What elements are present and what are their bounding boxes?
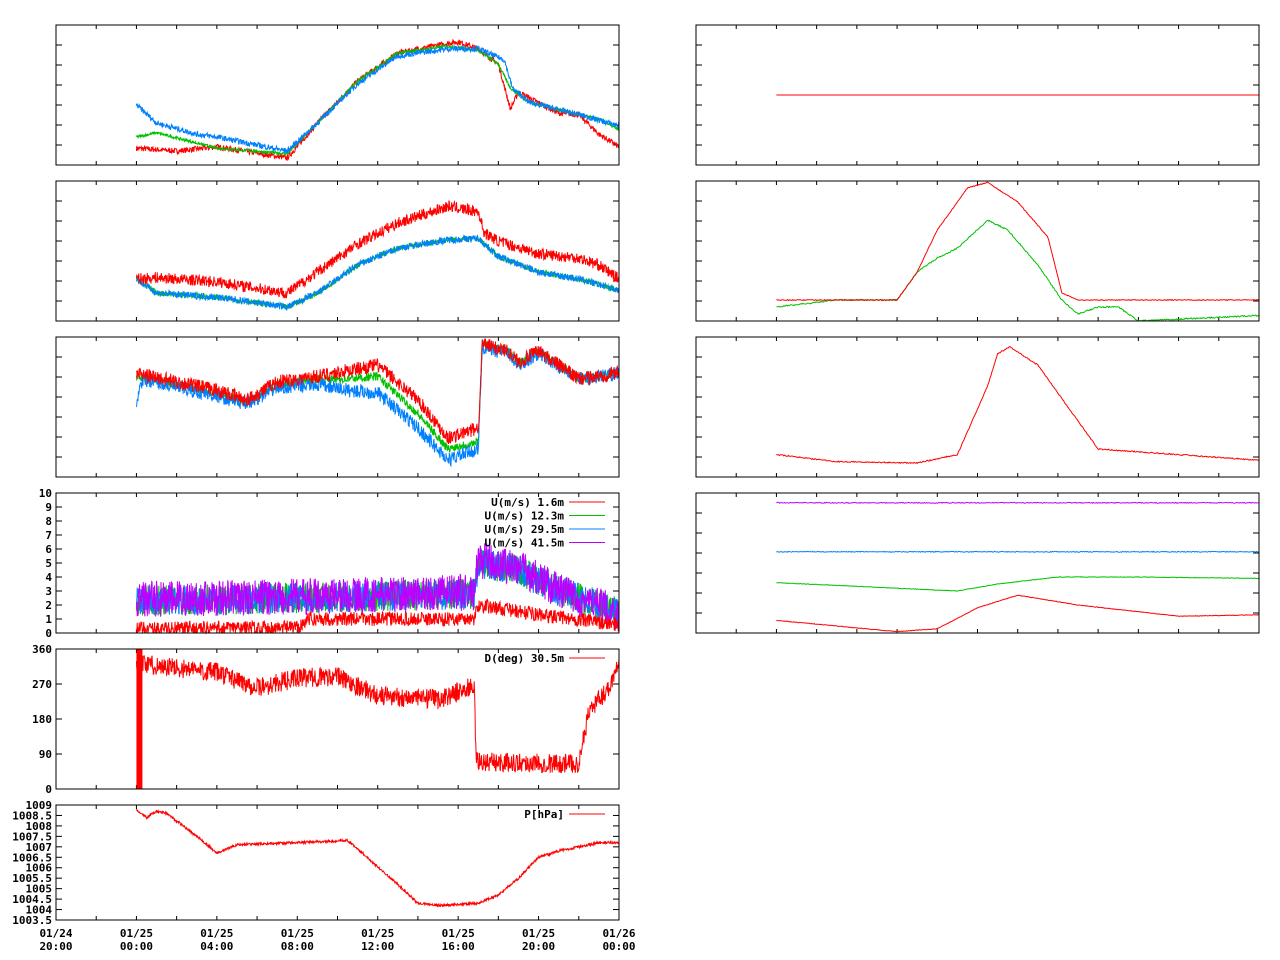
series-red xyxy=(135,38,620,162)
series-blue xyxy=(135,549,620,626)
x-tick-label-time: 20:00 xyxy=(522,940,555,953)
y-tick-label: 1003.5 xyxy=(12,914,52,927)
y-tick-label: 8 xyxy=(45,515,52,528)
y-tick-label: 1004.5 xyxy=(12,893,52,906)
y-tick-label: 3 xyxy=(45,585,52,598)
plot-frame xyxy=(695,336,1260,478)
y-tick-label: 90 xyxy=(39,748,52,761)
series-red xyxy=(135,338,620,445)
plot-frame xyxy=(55,492,620,634)
legend-label: U(m/s) 12.3m xyxy=(485,510,565,523)
series-red xyxy=(776,345,1260,465)
panel-r2 xyxy=(695,180,1260,322)
series-red xyxy=(776,181,1260,302)
plot-frame xyxy=(55,24,620,166)
series-blue xyxy=(776,550,1260,553)
y-tick-label: 0 xyxy=(45,627,52,640)
x-tick-label-date: 01/26 xyxy=(602,927,635,940)
x-tick-label-time: 00:00 xyxy=(120,940,153,953)
x-tick-label-date: 01/25 xyxy=(361,927,394,940)
plot-frame xyxy=(55,804,620,921)
series-red xyxy=(776,594,1260,633)
y-tick-label: 1007.5 xyxy=(12,830,52,843)
y-tick-label: 1008 xyxy=(26,820,53,833)
series-green xyxy=(776,576,1260,592)
x-tick-label-time: 12:00 xyxy=(361,940,394,953)
y-tick-label: 7 xyxy=(45,529,52,542)
plot-frame xyxy=(695,24,1260,166)
series-purple xyxy=(776,501,1260,504)
y-tick-label: 1005.5 xyxy=(12,872,52,885)
x-tick-label-date: 01/25 xyxy=(120,927,153,940)
y-tick-label: 1009 xyxy=(26,799,53,812)
legend-label: U(m/s) 29.5m xyxy=(485,523,565,536)
panel-l1 xyxy=(55,24,620,166)
series-red xyxy=(135,809,620,908)
y-tick-label: 1006.5 xyxy=(12,851,52,864)
series-red xyxy=(135,199,620,299)
x-tick-label-date: 01/25 xyxy=(522,927,555,940)
y-tick-label: 2 xyxy=(45,599,52,612)
x-tick-label-time: 16:00 xyxy=(442,940,475,953)
y-tick-label: 10 xyxy=(39,487,52,500)
y-tick-label: 5 xyxy=(45,557,52,570)
x-tick-label-time: 00:00 xyxy=(602,940,635,953)
panel-l5: 0 90 180 270 360 D(deg) 30.5m xyxy=(32,643,620,796)
plot-frame xyxy=(55,180,620,322)
x-tick-label-time: 08:00 xyxy=(281,940,314,953)
x-tick-label-date: 01/25 xyxy=(281,927,314,940)
plot-frame xyxy=(55,336,620,478)
panel-l3 xyxy=(55,336,620,478)
panel-l2 xyxy=(55,180,620,322)
series-green xyxy=(776,219,1260,322)
panel-r3 xyxy=(695,336,1260,478)
series-red xyxy=(135,598,620,635)
y-tick-label: 0 xyxy=(45,783,52,796)
plot-frame xyxy=(695,180,1260,322)
series-red-wrap-band xyxy=(136,649,143,789)
x-tick-label-date: 01/24 xyxy=(39,927,72,940)
legend-label: D(deg) 30.5m xyxy=(485,652,565,665)
panel-r1 xyxy=(695,24,1260,166)
y-tick-label: 6 xyxy=(45,543,52,556)
y-tick-label: 1005 xyxy=(26,883,53,896)
y-tick-label: 360 xyxy=(32,643,52,656)
y-tick-label: 9 xyxy=(45,501,52,514)
y-tick-label: 4 xyxy=(45,571,52,584)
series-purple xyxy=(135,543,620,630)
panel-l6: 1003.510041004.510051005.510061006.51007… xyxy=(12,799,620,927)
y-tick-label: 1008.5 xyxy=(12,809,52,822)
legend-label: U(m/s) 41.5m xyxy=(485,537,565,550)
legend-label: U(m/s) 1.6m xyxy=(491,496,564,509)
x-tick-label-date: 01/25 xyxy=(200,927,233,940)
plot-frame xyxy=(695,492,1260,634)
plot-frame xyxy=(55,648,620,790)
y-tick-label: 1 xyxy=(45,613,52,626)
series-blue xyxy=(135,44,620,155)
y-tick-label: 180 xyxy=(32,713,52,726)
y-tick-label: 1004 xyxy=(26,904,53,917)
y-tick-label: 1006 xyxy=(26,862,53,875)
series-red xyxy=(135,654,620,774)
x-tick-label-date: 01/25 xyxy=(442,927,475,940)
panel-r4 xyxy=(695,492,1260,634)
series-blue xyxy=(135,233,620,311)
x-tick-label-time: 04:00 xyxy=(200,940,233,953)
x-tick-label-time: 20:00 xyxy=(39,940,72,953)
series-green xyxy=(135,43,620,157)
y-tick-label: 1007 xyxy=(26,841,53,854)
y-tick-label: 270 xyxy=(32,678,52,691)
legend-label: P[hPa] xyxy=(524,808,564,821)
